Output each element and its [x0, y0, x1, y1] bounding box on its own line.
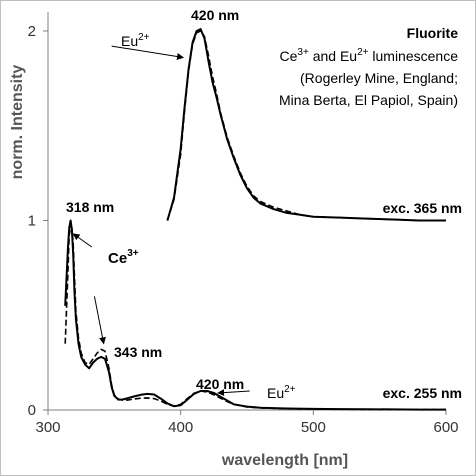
legend-line-1: Ce3+ and Eu2+ luminescence — [280, 47, 459, 64]
peak-420-bottom-label: 420 nm — [196, 376, 244, 392]
series-line-365-dashed — [166, 30, 446, 222]
y-tick-label: 2 — [28, 23, 36, 40]
x-tick-label: 600 — [433, 419, 458, 436]
legend-title: Fluorite — [407, 25, 459, 41]
arrow-eu-bottom — [217, 389, 250, 397]
y-axis-title: norm. Intensity — [9, 65, 26, 180]
eu-bottom-label: Eu2+ — [267, 384, 296, 401]
x-axis-title: wavelength [nm] — [221, 452, 348, 469]
peak-343-label: 343 nm — [114, 344, 162, 360]
x-tick-label: 300 — [35, 419, 60, 436]
x-tick-label: 400 — [168, 419, 193, 436]
legend-line-2: (Rogerley Mine, England; — [300, 70, 458, 86]
y-tick-label: 0 — [28, 402, 36, 419]
arrow-ce-318 — [72, 233, 93, 248]
arrow-eu-top — [111, 45, 185, 60]
exc-255-label: exc. 255 nm — [383, 385, 462, 401]
annotation-arrows — [72, 45, 250, 397]
ce-label: Ce3+ — [108, 248, 139, 267]
exc-365-label: exc. 365 nm — [383, 200, 462, 216]
arrow-ce-343 — [93, 296, 106, 345]
legend-line-3: Mina Berta, El Papiol, Spain) — [279, 92, 458, 108]
y-tick-label: 1 — [28, 212, 36, 229]
series-line-255-dashed — [64, 225, 446, 411]
series-layer — [64, 28, 446, 411]
x-tick-label: 500 — [301, 419, 326, 436]
eu-top-label: Eu2+ — [121, 32, 150, 49]
peak-420-top-label: 420 nm — [191, 7, 239, 23]
peak-318-label: 318 nm — [66, 199, 114, 215]
